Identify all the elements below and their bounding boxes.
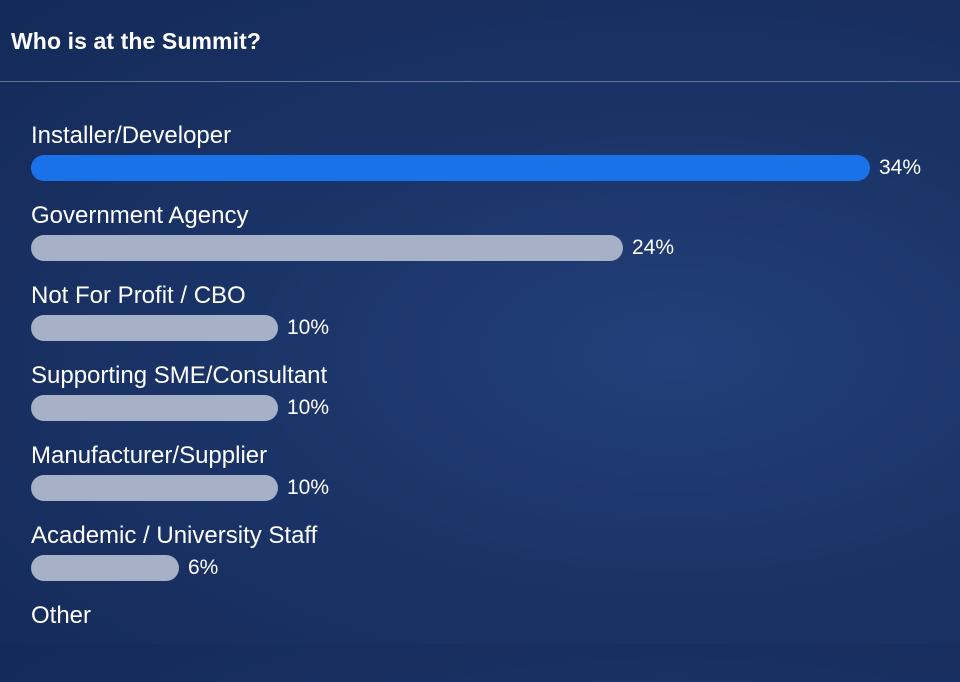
bar-row: Not For Profit / CBO 10% xyxy=(31,282,951,362)
value-label: 10% xyxy=(287,396,330,419)
page-title: Who is at the Summit? xyxy=(11,28,261,54)
bar xyxy=(31,475,278,501)
category-label: Manufacturer/Supplier xyxy=(31,442,268,469)
bar-row: Academic / University Staff 6% xyxy=(31,522,951,602)
bar xyxy=(31,235,623,261)
value-label: 10% xyxy=(287,476,330,499)
bar-row: Installer/Developer 34% xyxy=(31,122,951,202)
bar xyxy=(31,555,179,581)
bar xyxy=(31,155,870,181)
bar-chart: Installer/Developer 34% Government Agency 2… xyxy=(0,82,960,644)
category-label: Other xyxy=(31,602,92,629)
bar xyxy=(31,315,278,341)
bar-row: Supporting SME/Consultant 10% xyxy=(31,362,951,442)
value-label: 6% xyxy=(188,556,219,579)
header: Who is at the Summit? xyxy=(0,0,960,82)
value-label: 24% xyxy=(632,236,675,259)
category-label: Supporting SME/Consultant xyxy=(31,362,328,389)
category-label: Installer/Developer xyxy=(31,122,232,149)
category-label: Government Agency xyxy=(31,202,249,229)
value-label: 10% xyxy=(287,316,330,339)
bar-row: Government Agency 24% xyxy=(31,202,951,282)
category-label: Academic / University Staff xyxy=(31,522,318,549)
bar-row: Manufacturer/Supplier 10% xyxy=(31,442,951,522)
category-label: Not For Profit / CBO xyxy=(31,282,246,309)
value-label: 34% xyxy=(879,156,922,179)
bar xyxy=(31,395,278,421)
bar-row: Other xyxy=(31,602,951,682)
